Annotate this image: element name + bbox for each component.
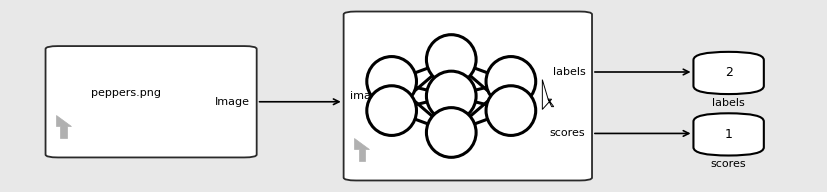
Text: labels: labels: [552, 67, 585, 77]
Ellipse shape: [366, 86, 416, 135]
Polygon shape: [354, 138, 369, 161]
Text: scores: scores: [710, 159, 746, 169]
Ellipse shape: [426, 108, 476, 157]
FancyBboxPatch shape: [45, 46, 256, 157]
Polygon shape: [56, 115, 71, 138]
FancyBboxPatch shape: [693, 113, 762, 156]
Text: 2: 2: [724, 66, 732, 79]
Ellipse shape: [426, 35, 476, 84]
FancyBboxPatch shape: [693, 52, 762, 94]
Text: scores: scores: [549, 128, 585, 138]
Ellipse shape: [485, 86, 535, 135]
Ellipse shape: [426, 71, 476, 121]
FancyBboxPatch shape: [343, 12, 591, 180]
Text: 1: 1: [724, 128, 732, 141]
Text: image: image: [350, 91, 385, 101]
Text: peppers.png: peppers.png: [91, 88, 160, 98]
Ellipse shape: [485, 57, 535, 106]
Ellipse shape: [366, 57, 416, 106]
Text: Image: Image: [215, 97, 250, 107]
Polygon shape: [542, 80, 553, 109]
Text: labels: labels: [711, 98, 744, 108]
